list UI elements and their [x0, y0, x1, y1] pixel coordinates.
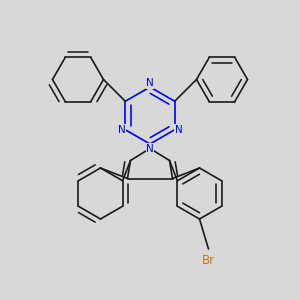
Text: Br: Br — [202, 254, 215, 268]
Text: N: N — [146, 78, 154, 88]
Text: N: N — [175, 125, 182, 135]
Text: N: N — [146, 143, 154, 154]
Text: N: N — [118, 125, 125, 135]
